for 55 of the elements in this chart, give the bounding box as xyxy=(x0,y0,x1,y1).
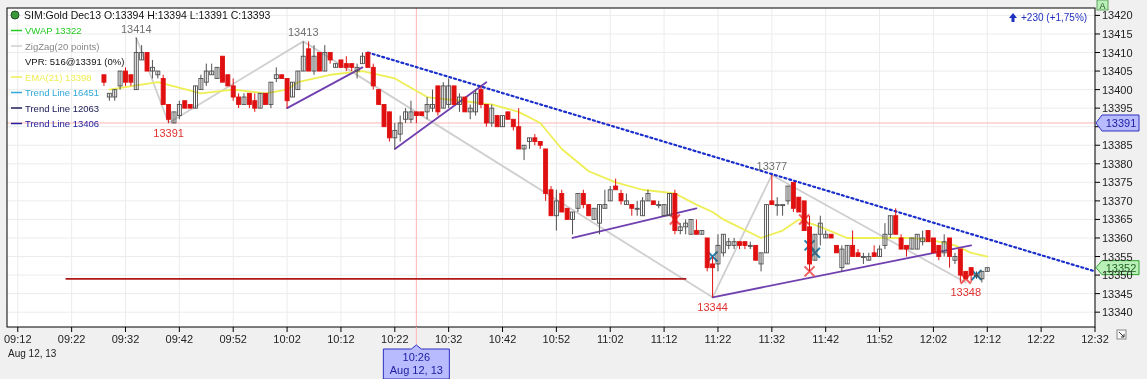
legend-label: Trend Line 16451 xyxy=(25,87,100,98)
y-tick-label: 13410 xyxy=(1102,46,1133,59)
annotation: +230 (+1,75%) xyxy=(1021,12,1088,23)
x-tick-label: 11:02 xyxy=(596,333,624,345)
x-tick-label: 09:22 xyxy=(57,333,86,345)
x-tick-label: 09:52 xyxy=(219,333,247,345)
y-tick-label: 13420 xyxy=(1102,9,1133,22)
x-tick-label: 11:22 xyxy=(704,333,732,345)
x-tick-label: 12:12 xyxy=(973,333,1002,345)
x-tick-label: 09:32 xyxy=(111,333,140,345)
annotation: 13348 xyxy=(950,286,982,299)
legend-label: Trend Line 13406 xyxy=(25,118,100,129)
y-tick-label: 13400 xyxy=(1102,83,1133,96)
annotation: 13413 xyxy=(287,26,319,39)
y-tick-label: 13395 xyxy=(1102,102,1133,115)
annotation: 13344 xyxy=(697,301,728,314)
y-tick-label: 13340 xyxy=(1102,306,1133,319)
annotation: 13391 xyxy=(153,126,184,139)
ref-line-label: 13391 xyxy=(1105,116,1137,129)
annotation: 13377 xyxy=(756,159,788,172)
y-tick-label: 13370 xyxy=(1102,194,1133,207)
legend-label: Trend Line 12063 xyxy=(25,102,100,114)
x-tick-label: 10:52 xyxy=(542,333,571,345)
text: VPR: 516@13391 (0%) xyxy=(25,56,125,67)
x-tick-label: 09:12 xyxy=(4,333,32,345)
y-tick-label: 13355 xyxy=(1102,250,1133,263)
x-tick-label: 11:42 xyxy=(812,333,840,345)
y-tick-label: 13365 xyxy=(1102,213,1133,226)
x-tick-label: 11:12 xyxy=(650,333,678,345)
x-tick-label: 10:42 xyxy=(488,333,517,345)
y-tick-label: 13405 xyxy=(1102,65,1133,78)
legend-label: VWAP 13322 xyxy=(25,25,82,36)
x-tick-label: 10:02 xyxy=(273,333,301,345)
legend-label: ZigZag(20 points) xyxy=(25,40,100,52)
x-tick-label: 12:32 xyxy=(1081,333,1109,345)
text: A xyxy=(1099,0,1106,11)
chart-title: SIM:Gold Dec13 O:13394 H:13394 L:13391 C:13393 xyxy=(24,9,271,21)
y-tick-label: 13360 xyxy=(1102,231,1133,244)
y-tick-label: 13415 xyxy=(1102,27,1133,40)
y-tick-label: 13380 xyxy=(1102,157,1133,170)
x-tick-label: 11:32 xyxy=(758,333,786,345)
x-tick-label: 10:22 xyxy=(381,333,409,345)
y-tick-label: 13375 xyxy=(1102,176,1133,189)
x-tick-label: 09:42 xyxy=(165,333,194,345)
x-tick-label: 11:52 xyxy=(866,333,893,345)
legend-label: EMA(21) 13398 xyxy=(25,71,92,83)
ref-line-label: 10:26 Aug 12, 13 xyxy=(389,351,443,376)
x-tick-label: 10:12 xyxy=(327,333,355,345)
y-tick-label: 13385 xyxy=(1102,139,1133,152)
x-tick-label: 10:32 xyxy=(434,333,463,345)
text: Aug 12, 13 xyxy=(8,348,57,359)
x-tick-label: 12:02 xyxy=(919,333,948,345)
x-tick-label: 12:22 xyxy=(1027,333,1055,345)
y-tick-label: 13345 xyxy=(1102,287,1133,300)
annotation: 13414 xyxy=(120,22,152,35)
